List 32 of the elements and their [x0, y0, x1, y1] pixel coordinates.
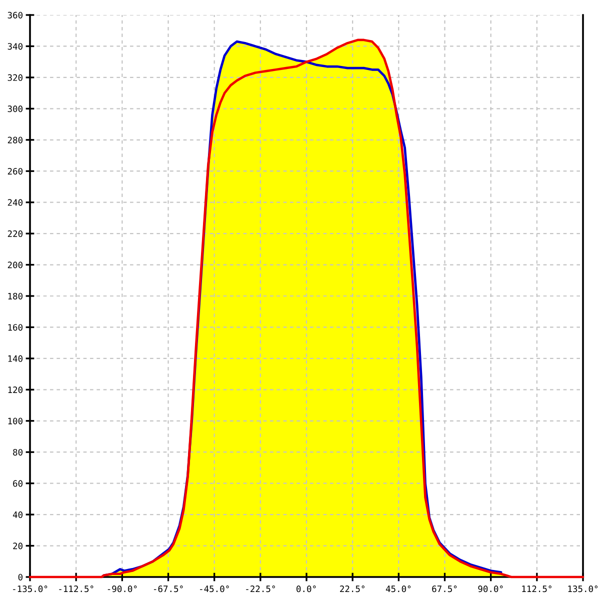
x-tick-label: 90.0°	[478, 586, 503, 592]
y-tick-label: 160	[8, 324, 22, 331]
y-tick-label: 320	[8, 74, 22, 81]
y-tick-label: 300	[8, 106, 22, 112]
y-tick-label: 360	[8, 12, 22, 18]
x-tick-label: -112.5°	[59, 586, 94, 592]
y-tick-label: 200	[8, 262, 22, 268]
x-tick-label: 0.0°	[296, 586, 316, 592]
x-tick-label: 45.0°	[386, 586, 411, 592]
y-tick-label: 120	[8, 386, 22, 394]
x-tick-label: 67.5°	[432, 586, 457, 592]
y-tick-label: 140	[8, 355, 22, 362]
y-tick-label: 0	[18, 574, 22, 580]
y-tick-label: 40	[12, 511, 22, 518]
x-tick-label: 112.5°	[522, 586, 552, 592]
x-tick-label: -22.5°	[246, 586, 275, 592]
x-tick-label: 22.5°	[340, 586, 364, 592]
x-tick-label: -45.0°	[200, 586, 229, 592]
y-tick-label: 80	[13, 448, 22, 456]
x-tick-label: -67.5°	[154, 586, 183, 592]
x-tick-label: 135.0°	[568, 586, 598, 592]
y-tick-label: 100	[8, 418, 22, 424]
x-tick-label: -90.0°	[108, 586, 137, 592]
y-tick-label: 340	[8, 43, 22, 50]
y-tick-label: 20	[13, 542, 22, 550]
y-tick-label: 180	[8, 292, 22, 300]
y-tick-label: 280	[8, 136, 22, 144]
y-tick-label: 260	[8, 168, 22, 175]
y-tick-label: 220	[8, 230, 22, 238]
x-tick-label: -135.0°	[13, 586, 48, 592]
y-tick-label: 60	[13, 480, 22, 487]
y-tick-label: 240	[8, 199, 22, 206]
